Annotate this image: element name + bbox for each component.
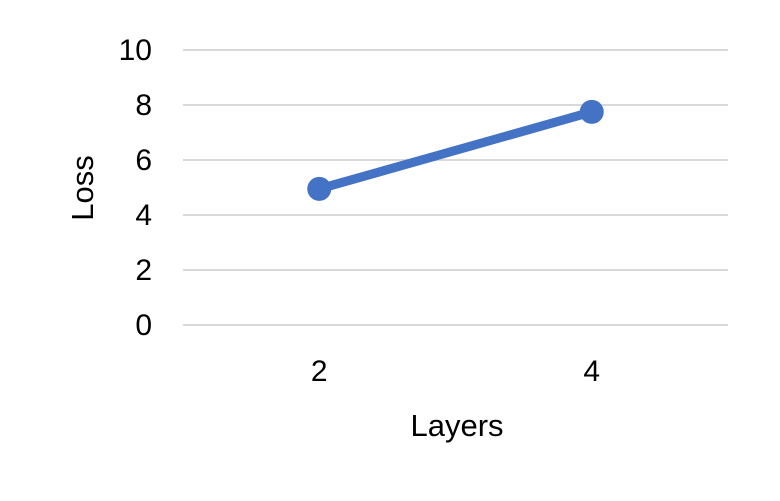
gridlines <box>183 49 728 326</box>
y-tick-label: 0 <box>135 309 152 342</box>
y-axis-title: Loss <box>65 155 100 220</box>
x-axis-title: Layers <box>410 408 503 443</box>
data-point-2 <box>307 176 332 201</box>
data-point-4 <box>579 99 604 124</box>
y-tick-label: 8 <box>135 89 152 122</box>
series-line-0 <box>314 107 597 194</box>
series-layer <box>307 99 604 201</box>
y-tick-label: 4 <box>135 199 152 232</box>
x-tick-label: 4 <box>583 355 600 388</box>
x-tick-label: 2 <box>311 355 328 388</box>
y-tick-label: 2 <box>135 254 152 287</box>
y-tick-label: 10 <box>119 34 152 67</box>
y-tick-label: 6 <box>135 144 152 177</box>
y-axis-tick-labels: 0 2 4 6 8 10 <box>119 34 152 342</box>
